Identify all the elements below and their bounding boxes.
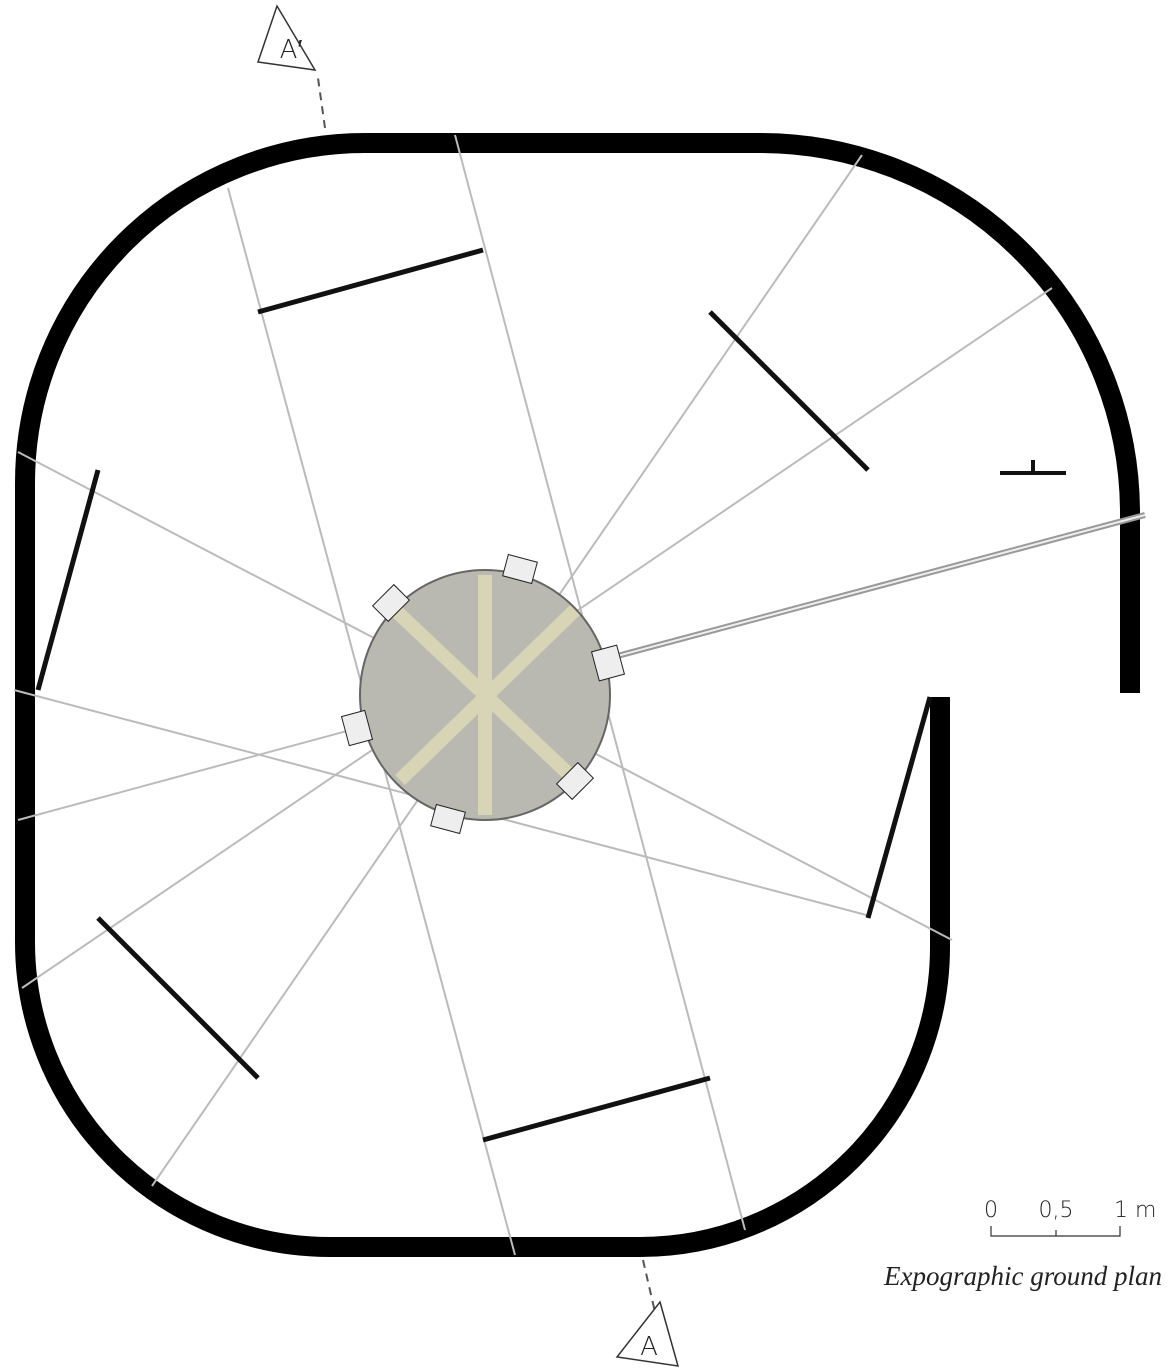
walls xyxy=(15,133,1140,1257)
scale-line xyxy=(990,1226,1121,1237)
section-markers: A′ A xyxy=(256,4,680,1367)
section-label: A xyxy=(640,1332,658,1362)
central-display xyxy=(340,553,626,835)
screen xyxy=(340,709,374,747)
panel xyxy=(257,247,484,315)
panel xyxy=(96,916,260,1080)
tee-marker xyxy=(1000,460,1066,475)
section-label: A′ xyxy=(280,35,303,65)
section-line xyxy=(317,77,326,129)
section-line xyxy=(642,1259,656,1313)
panel xyxy=(482,1075,711,1143)
scale-label: 1 m xyxy=(1114,1198,1156,1223)
scale-label: 0 xyxy=(984,1198,998,1223)
panel xyxy=(708,310,870,472)
panel xyxy=(35,469,101,691)
scale-label: 0,5 xyxy=(1039,1198,1074,1223)
panel xyxy=(865,696,933,919)
scale-bar: 0 0,5 1 m xyxy=(984,1198,1156,1237)
outer-wall xyxy=(15,133,1140,1257)
section-triangle xyxy=(615,1300,680,1367)
screen xyxy=(430,803,466,835)
screen xyxy=(371,583,411,623)
screen xyxy=(555,761,595,801)
display-image xyxy=(390,575,580,815)
caption: Expographic ground plan xyxy=(883,1261,1162,1291)
screen xyxy=(590,644,626,682)
panels xyxy=(35,247,1066,1143)
section-triangle xyxy=(256,4,317,71)
screen xyxy=(502,553,538,585)
